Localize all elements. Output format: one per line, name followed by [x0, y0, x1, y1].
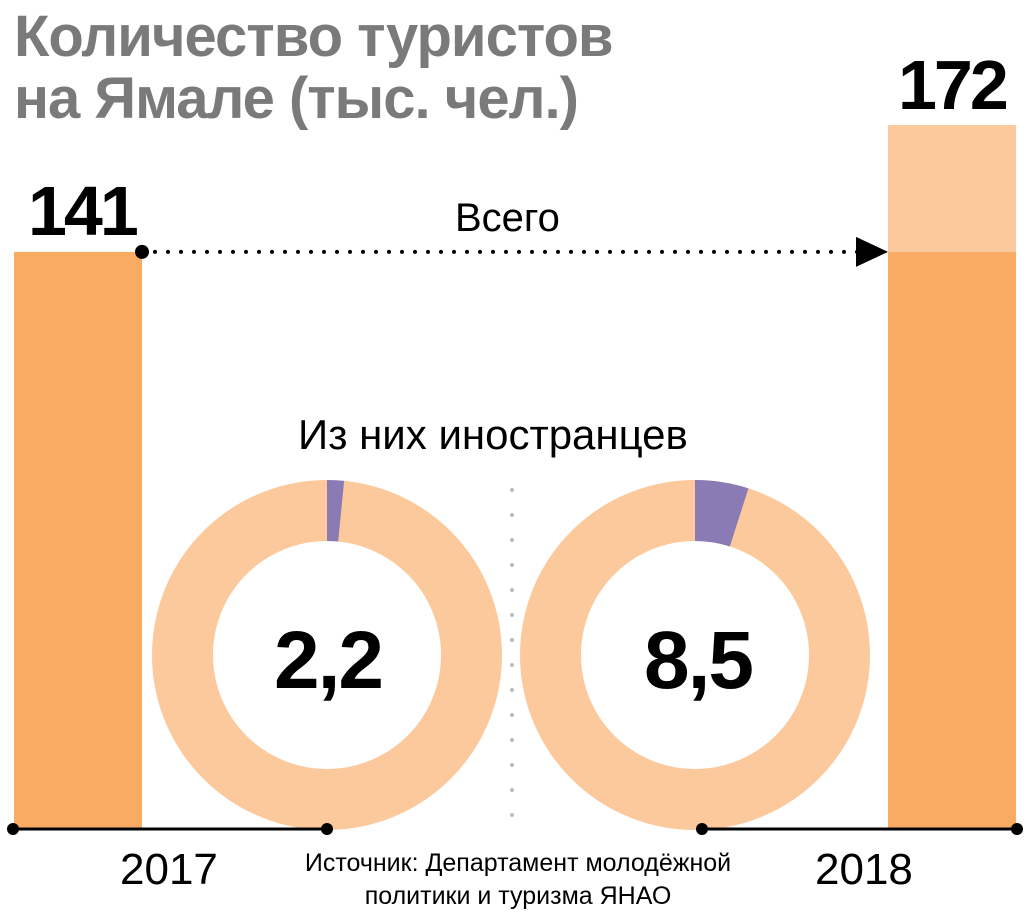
chart-title-line-1: Количество туристов	[14, 4, 614, 69]
donut-2017	[152, 480, 502, 830]
donuts-layer	[152, 480, 870, 830]
x-tick-label-2018: 2018	[815, 845, 913, 894]
baseline-2017-start-dot	[7, 823, 19, 835]
total-arrow-head	[856, 236, 888, 267]
value-label-2017: 141	[28, 172, 139, 250]
baseline-2017-end-dot	[321, 823, 333, 835]
chart-title-line-2: на Ямале (тыс. чел.)	[14, 66, 579, 131]
donut-2018	[520, 480, 870, 830]
donut-2017-foreign-slice	[327, 480, 345, 542]
bar-2017	[14, 251, 142, 829]
foreign-subtitle: Из них иностранцев	[298, 411, 688, 458]
donut-center-label-2017: 2,2	[274, 615, 384, 706]
donut-2018-foreign-slice	[695, 480, 749, 547]
baseline-2018-end-dot	[1011, 823, 1023, 835]
total-arrow-start-dot	[135, 244, 149, 259]
source-note: Источник: Департамент молодёжной политик…	[304, 849, 732, 910]
x-tick-label-2017: 2017	[120, 845, 218, 894]
donut-center-label-2018: 8,5	[644, 615, 754, 706]
baseline-2018-start-dot	[696, 823, 708, 835]
lines-layer	[7, 236, 1023, 835]
bar-2018-base	[888, 251, 1016, 829]
bar-2018-increase	[888, 125, 1016, 252]
total-annotation: Всего	[455, 196, 560, 240]
bars-layer	[14, 125, 1016, 829]
value-label-2018: 172	[898, 46, 1009, 124]
